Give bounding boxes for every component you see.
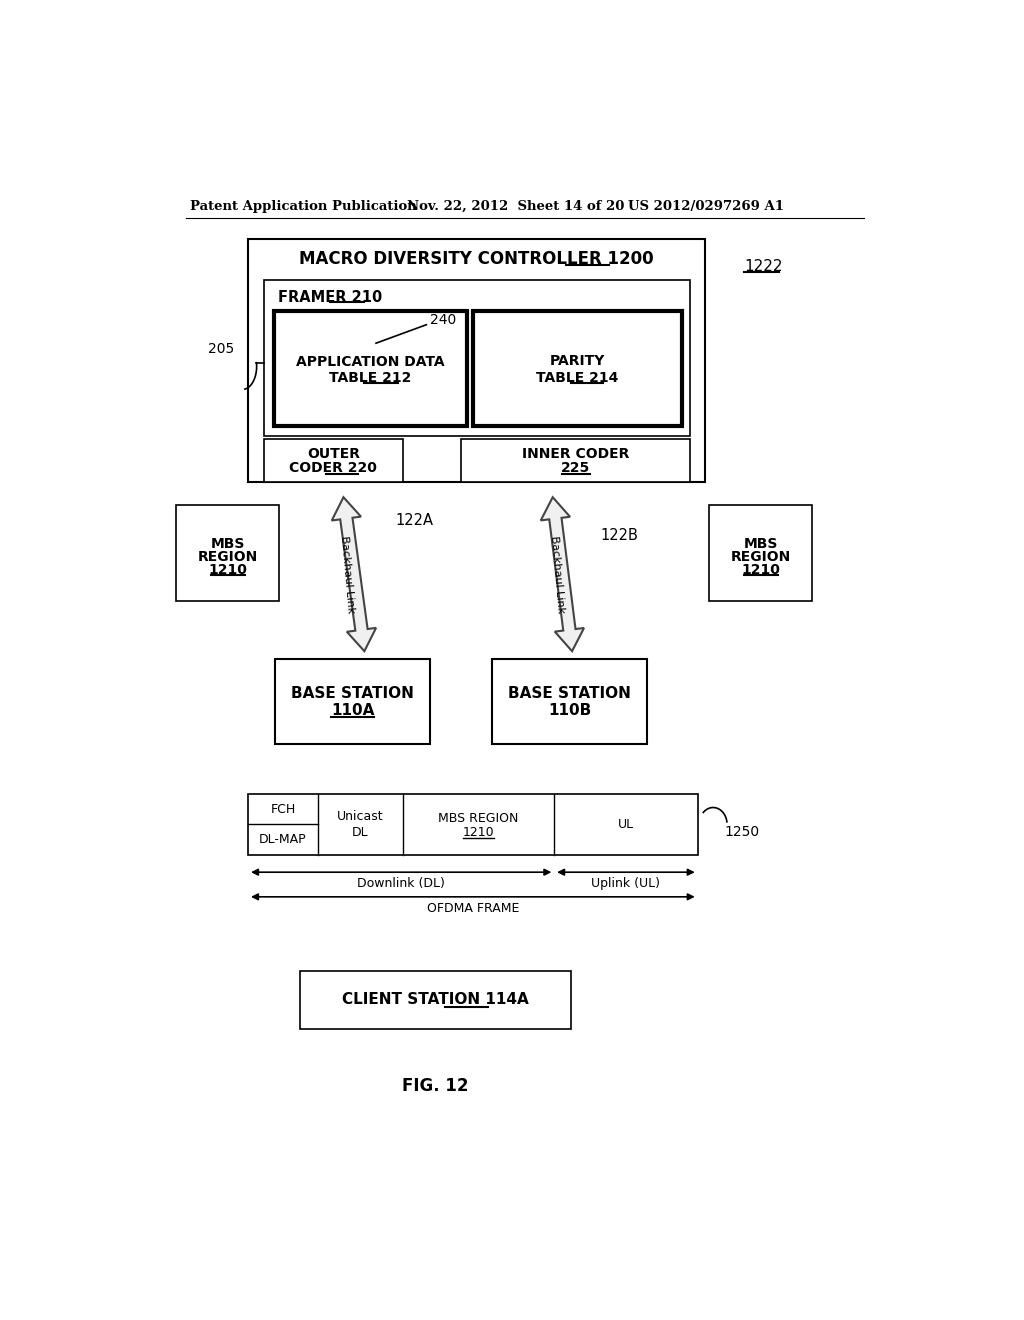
Polygon shape — [541, 498, 584, 651]
Bar — [461, 440, 690, 482]
Bar — [275, 659, 430, 743]
Bar — [248, 239, 706, 482]
Text: PARITY: PARITY — [550, 354, 605, 368]
Text: MBS: MBS — [210, 537, 245, 550]
Polygon shape — [332, 498, 376, 651]
Text: 225: 225 — [561, 461, 590, 475]
Text: 1210: 1210 — [463, 825, 495, 838]
Bar — [493, 659, 647, 743]
Text: FIG. 12: FIG. 12 — [402, 1077, 469, 1096]
Text: Backhaul Link: Backhaul Link — [549, 535, 565, 614]
Text: OFDMA FRAME: OFDMA FRAME — [427, 902, 519, 915]
Text: BASE STATION: BASE STATION — [508, 686, 631, 701]
Text: Unicast
DL: Unicast DL — [337, 810, 384, 840]
Bar — [473, 312, 682, 426]
Text: UL: UL — [617, 818, 634, 832]
Text: Patent Application Publication: Patent Application Publication — [190, 199, 417, 213]
Text: 110B: 110B — [548, 704, 592, 718]
Bar — [273, 312, 467, 426]
Text: Nov. 22, 2012  Sheet 14 of 20: Nov. 22, 2012 Sheet 14 of 20 — [407, 199, 625, 213]
Text: 1222: 1222 — [744, 259, 782, 273]
Text: MBS: MBS — [743, 537, 778, 550]
Text: Backhaul Link: Backhaul Link — [339, 535, 355, 614]
Text: 240: 240 — [430, 313, 457, 327]
Text: 1250: 1250 — [725, 825, 760, 840]
Text: 122A: 122A — [395, 512, 433, 528]
Bar — [710, 506, 812, 601]
Text: 1210: 1210 — [741, 562, 780, 577]
Text: US 2012/0297269 A1: US 2012/0297269 A1 — [628, 199, 784, 213]
Text: BASE STATION: BASE STATION — [291, 686, 414, 701]
Text: 122B: 122B — [601, 528, 639, 544]
Text: TABLE 212: TABLE 212 — [330, 371, 412, 385]
Text: 110A: 110A — [331, 704, 375, 718]
Bar — [300, 970, 571, 1028]
Text: REGION: REGION — [731, 550, 791, 564]
Text: Uplink (UL): Uplink (UL) — [592, 878, 660, 890]
Text: OUTER: OUTER — [307, 447, 359, 462]
Bar — [176, 506, 280, 601]
Text: MBS REGION: MBS REGION — [438, 812, 519, 825]
Bar — [263, 440, 403, 482]
Text: 205: 205 — [208, 342, 234, 356]
Text: APPLICATION DATA: APPLICATION DATA — [296, 355, 444, 370]
Text: TABLE 214: TABLE 214 — [537, 371, 618, 385]
Bar — [248, 793, 697, 855]
Text: Downlink (DL): Downlink (DL) — [357, 878, 445, 890]
Text: FRAMER 210: FRAMER 210 — [278, 289, 382, 305]
Text: CLIENT STATION 114A: CLIENT STATION 114A — [342, 993, 529, 1007]
Bar — [263, 280, 690, 436]
Text: CODER 220: CODER 220 — [290, 461, 377, 475]
Text: DL-MAP: DL-MAP — [259, 833, 307, 846]
Text: MACRO DIVERSITY CONTROLLER 1200: MACRO DIVERSITY CONTROLLER 1200 — [299, 249, 654, 268]
Text: 1210: 1210 — [208, 562, 247, 577]
Text: INNER CODER: INNER CODER — [522, 447, 630, 462]
Text: FCH: FCH — [270, 803, 296, 816]
Text: REGION: REGION — [198, 550, 258, 564]
